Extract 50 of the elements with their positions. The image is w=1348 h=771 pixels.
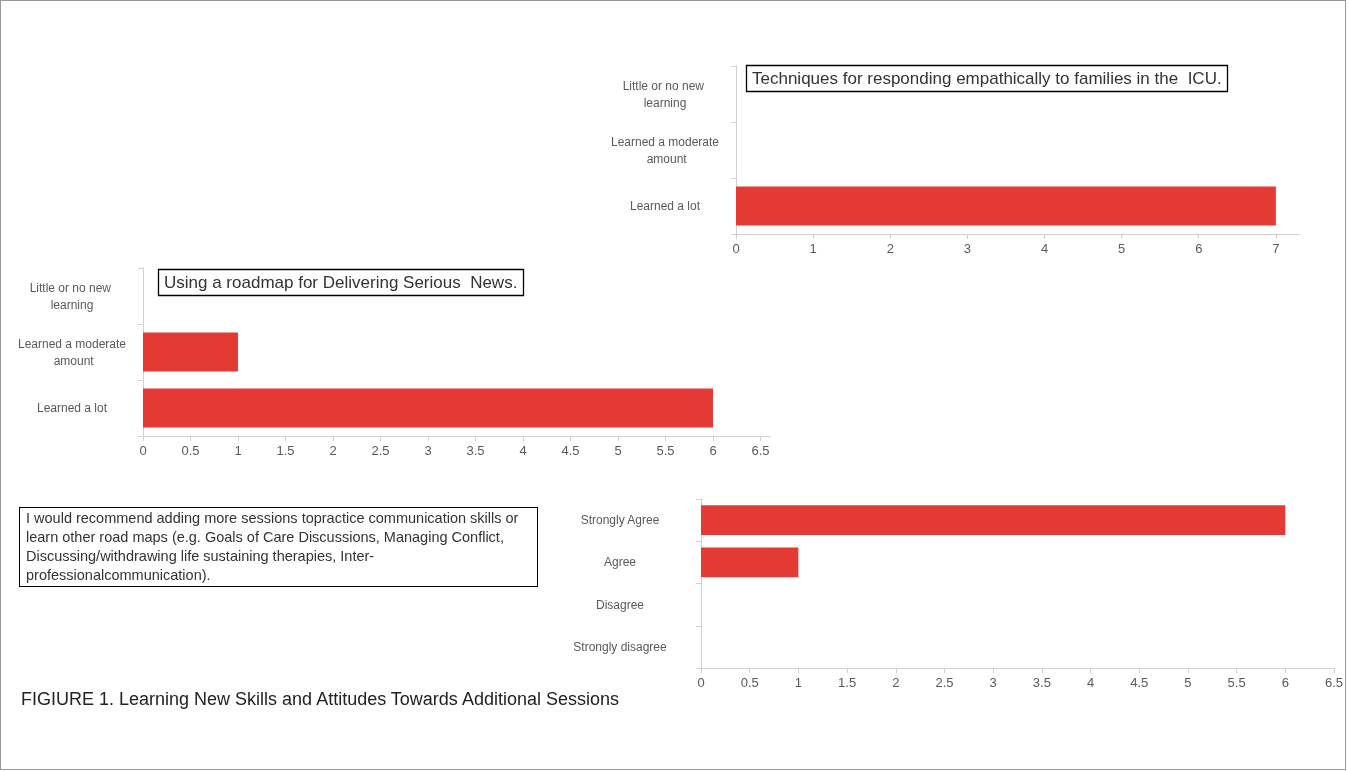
x-tick-label: 0	[139, 443, 147, 458]
x-tick-label: 0	[732, 241, 740, 256]
y-tick-label: Agree	[603, 555, 637, 570]
text: I would recommend adding more sessions topractice communication skills or learn other road maps (e.g. Goals of Care Discussions, Managing Conflict, Discussing/withdrawing life sustaining therapies, Inter-professionalcommunication).	[19, 507, 538, 587]
x-tick-label: 1.5	[838, 675, 857, 690]
x-tick-label: 5	[1118, 241, 1126, 256]
x-tick-label: 3.5	[466, 443, 485, 458]
x-tick-label: 3.5	[1032, 675, 1051, 690]
x-tick-label: 2.5	[935, 675, 954, 690]
y-tick-label: Learned a lot	[36, 401, 108, 415]
y-tick-label: Learned a moderate amount	[610, 134, 720, 166]
y-tick-label: Disagree	[595, 597, 645, 612]
y-tick-label: Little or no new learning	[622, 78, 708, 110]
x-tick-label: 1	[794, 675, 802, 690]
x-tick-label: 0.5	[181, 443, 200, 458]
x-tick-label: 2	[892, 675, 900, 690]
x-tick-label: 6.5	[1324, 675, 1344, 690]
x-tick-label: 6	[1281, 675, 1289, 690]
y-tick-label: Strongly Agree	[580, 513, 660, 528]
x-tick-label: 7	[1272, 241, 1280, 256]
x-tick-label: 2.5	[371, 443, 390, 458]
x-tick-label: 1.5	[276, 443, 295, 458]
x-tick-label: 4	[1086, 675, 1095, 690]
x-tick-label: 5.5	[656, 443, 675, 458]
x-tick-label: 5	[1184, 675, 1192, 690]
chart-title: Using a roadmap for Delivering Serious News.	[164, 273, 518, 292]
x-tick-label: 6	[709, 443, 717, 458]
x-tick-label: 6	[1195, 241, 1203, 256]
x-tick-label: 3	[424, 443, 432, 458]
y-tick-label: Learned a lot	[629, 199, 701, 213]
x-tick-label: 5	[614, 443, 622, 458]
y-tick-label: Little or no new learning	[29, 280, 115, 312]
x-tick-label: 4	[1040, 241, 1049, 256]
x-tick-label: 2	[886, 241, 894, 256]
x-tick-label: 4.5	[561, 443, 580, 458]
x-tick-label: 6.5	[751, 443, 770, 458]
chart-title: Techniques for responding empathically to families in the ICU.	[752, 69, 1222, 88]
x-tick-label: 1	[234, 443, 242, 458]
x-tick-label: 5.5	[1227, 675, 1246, 690]
x-tick-label: 4.5	[1130, 675, 1149, 690]
x-tick-label: 0	[697, 675, 705, 690]
x-tick-label: 2	[329, 443, 337, 458]
x-tick-label: 3	[989, 675, 997, 690]
text: FIGIURE 1. Learning New Skills and Attitudes Towards Additional Sessions	[21, 689, 619, 710]
y-tick-label: Strongly disagree	[573, 639, 668, 654]
x-tick-label: 3	[963, 241, 971, 256]
x-tick-label: 1	[809, 241, 817, 256]
y-tick-label: Learned a moderate amount	[17, 336, 127, 368]
x-tick-label: 4	[519, 443, 527, 458]
x-tick-label: 0.5	[740, 675, 759, 690]
